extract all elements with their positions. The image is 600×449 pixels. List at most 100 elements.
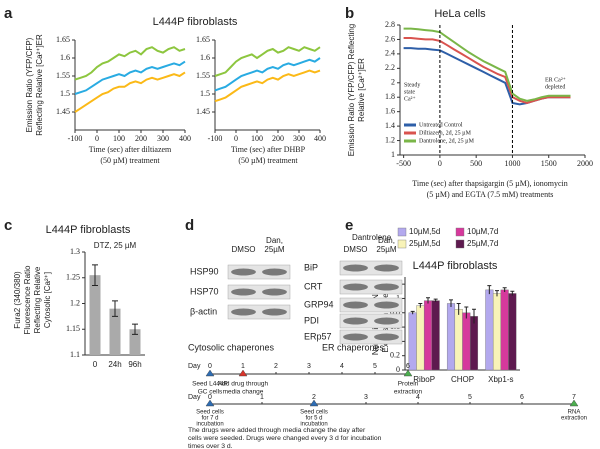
bar	[454, 308, 463, 371]
timeline-marker	[205, 399, 215, 407]
y-tick-label: 0.2	[390, 351, 400, 360]
y-tick-label: 1.55	[56, 71, 70, 80]
blot-row-label: CRT	[304, 281, 323, 291]
blot-band	[262, 268, 287, 276]
x-tick-label: -500	[396, 159, 411, 168]
error-bar	[487, 285, 492, 295]
y-tick-label: 1.5	[60, 89, 70, 98]
data-line	[74, 46, 186, 81]
legend-label: 25µM,5d	[409, 239, 440, 248]
blot-caption: Cytosolic chaperones	[188, 342, 275, 352]
timeline-label: Day	[188, 394, 201, 401]
chart-title: L444P fibroblasts	[153, 16, 238, 28]
timeline-event: Seed L444P	[192, 381, 228, 388]
x-tick-label: 300	[293, 134, 305, 143]
timeline-day: 4	[340, 363, 344, 370]
legend-label: 25µM,7d	[467, 239, 498, 248]
blot-row-label: HSP70	[190, 286, 219, 296]
blot-caption: ER chaperones	[322, 342, 385, 352]
legend-swatch	[455, 239, 465, 249]
x-axis-label: (50 µM) treatment	[238, 156, 298, 165]
bar	[416, 305, 425, 371]
chart-title: L444P fibroblasts	[46, 224, 131, 236]
blot-row-label: HSP90	[190, 266, 219, 276]
y-tick-label: 1.15	[66, 324, 80, 333]
blot-band	[374, 301, 399, 309]
y-axis-label: Reflecting Relative	[33, 266, 42, 333]
timeline-event: for 7 d	[201, 416, 218, 422]
y-axis-label: Relative [Ca²⁺]ER	[357, 58, 366, 122]
timeline-note: The drugs were added through media chang…	[188, 427, 366, 434]
y-tick-label: 2.4	[385, 49, 395, 58]
chart-subtitle: DTZ, 25 µM	[94, 241, 137, 250]
annotation: Steady	[404, 82, 420, 88]
y-axis-label: Reflecting Relative [Ca²⁺]ER	[35, 34, 44, 136]
x-tick-label: CHOP	[451, 375, 474, 384]
x-tick-label: 300	[157, 134, 169, 143]
blot-band	[262, 308, 287, 316]
blot-band	[343, 301, 368, 309]
timeline-day: 5	[468, 394, 472, 401]
x-tick-label: 200	[272, 134, 284, 143]
annotation: state	[404, 89, 415, 95]
lane-header: DMSO	[232, 245, 256, 254]
x-tick-label: RiboP	[413, 375, 435, 384]
legend-label: Dantrolene, 2d, 25 µM	[419, 138, 475, 144]
blot-band	[343, 264, 368, 272]
y-tick-label: 1.6	[385, 106, 395, 115]
bar	[408, 312, 417, 371]
y-tick-label: 1	[396, 293, 400, 302]
timeline-day: 6	[406, 363, 410, 370]
panel-letter: a	[4, 5, 13, 22]
legend-label: 10µM,7d	[467, 227, 498, 236]
timeline-day: 2	[274, 363, 278, 370]
blot-band	[343, 283, 368, 291]
timeline-event: incubation	[300, 422, 327, 428]
data-line	[214, 46, 321, 77]
error-bar	[426, 297, 430, 304]
timeline-event: incubation	[196, 422, 223, 428]
y-tick-label: 2.2	[385, 63, 395, 72]
x-tick-label: 0	[95, 134, 99, 143]
bar	[431, 300, 440, 371]
y-tick-label: 1.6	[60, 53, 70, 62]
y-axis-label: Emission Ratio (YFP/CFP) Reflecting	[347, 24, 356, 156]
bar	[129, 329, 141, 355]
x-tick-label: 100	[113, 134, 125, 143]
timeline-note: cells were seeded. Drugs were changed ev…	[188, 435, 382, 442]
timeline-event: Seed cells	[196, 410, 224, 416]
blot-row-label: ERp57	[304, 331, 332, 341]
blot-band	[343, 333, 368, 341]
blot-band	[343, 317, 368, 325]
x-tick-label: 1500	[541, 159, 557, 168]
error-bar	[495, 290, 499, 297]
blot-band	[374, 283, 399, 291]
error-bar	[132, 323, 138, 335]
timeline-event: Protein	[398, 381, 419, 388]
blot-band	[374, 317, 399, 325]
timeline-marker	[309, 399, 319, 407]
y-tick-label: 1.65	[56, 35, 70, 44]
x-tick-label: Xbp1-s	[488, 375, 513, 384]
timeline-day: 0	[208, 363, 212, 370]
error-bar	[449, 299, 453, 308]
bar	[485, 289, 494, 371]
timeline-event: for 5 d	[305, 416, 322, 422]
timeline-marker	[403, 369, 413, 377]
panel-letter: e	[345, 217, 353, 234]
x-tick-label: 2000	[577, 159, 593, 168]
timeline-day: 1	[260, 394, 264, 401]
timeline-day: 3	[307, 363, 311, 370]
y-tick-label: 0	[396, 365, 400, 374]
x-tick-label: 200	[135, 134, 147, 143]
bar	[423, 300, 433, 371]
legend-label: 10µM,5d	[409, 227, 440, 236]
x-axis-label: Time (sec) after thapsigargin (5 µM), io…	[412, 179, 567, 188]
bar	[469, 316, 479, 371]
timeline-day: 7	[572, 394, 576, 401]
y-tick-label: 1.4	[385, 121, 395, 130]
timeline-event: extraction	[394, 389, 423, 396]
blot-band	[374, 333, 399, 341]
